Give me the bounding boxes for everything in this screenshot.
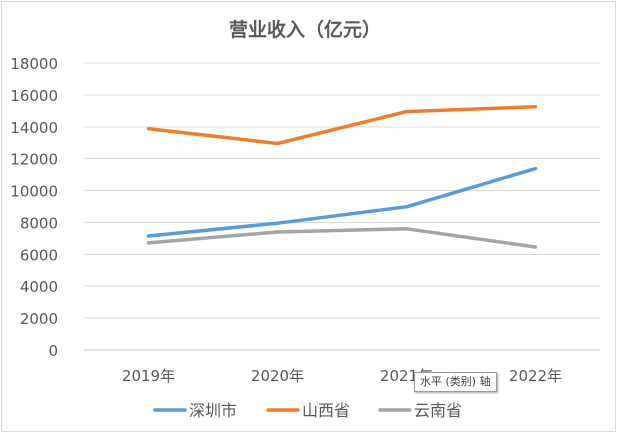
series-line-山西省[interactable] bbox=[146, 104, 538, 146]
y-tick-label: 4000 bbox=[20, 278, 58, 296]
x-tick-label: 2019年 bbox=[122, 367, 175, 385]
data-point bbox=[405, 205, 408, 209]
legend-label: 云南省 bbox=[414, 401, 462, 420]
legend[interactable]: 深圳市 山西省 云南省 bbox=[153, 401, 462, 420]
series-lines bbox=[146, 104, 538, 249]
data-point bbox=[405, 110, 408, 114]
data-point bbox=[534, 167, 537, 171]
y-tick-label: 12000 bbox=[10, 151, 58, 169]
y-axis-tick-labels: 0 2000 4000 6000 8000 10000 12000 14000 16000 180… bbox=[10, 55, 58, 360]
y-tick-label: 2000 bbox=[20, 310, 58, 328]
gridlines bbox=[84, 62, 600, 351]
data-point bbox=[534, 105, 537, 109]
series-line-云南省[interactable] bbox=[146, 227, 538, 249]
x-tick-label: 2022年 bbox=[509, 367, 562, 385]
x-tick-label: 2020年 bbox=[251, 367, 304, 385]
y-tick-label: 10000 bbox=[10, 183, 58, 201]
data-point bbox=[534, 245, 537, 249]
series-line-深圳市[interactable] bbox=[146, 166, 538, 238]
chart-title: 营业收入（亿元） bbox=[229, 18, 381, 41]
data-point bbox=[147, 127, 150, 131]
legend-label: 山西省 bbox=[302, 401, 350, 420]
data-point bbox=[405, 227, 408, 231]
y-tick-label: 16000 bbox=[10, 87, 58, 105]
axis-tooltip: 水平 (类别) 轴 bbox=[414, 372, 497, 392]
y-tick-label: 6000 bbox=[20, 246, 58, 264]
chart-border bbox=[1, 1, 616, 432]
data-point bbox=[276, 142, 279, 146]
data-point bbox=[147, 241, 150, 245]
legend-item[interactable]: 云南省 bbox=[378, 401, 462, 420]
legend-item[interactable]: 深圳市 bbox=[153, 401, 237, 420]
y-tick-label: 8000 bbox=[20, 214, 58, 232]
y-tick-label: 14000 bbox=[10, 119, 58, 137]
y-tick-label: 0 bbox=[48, 342, 58, 360]
data-point bbox=[147, 234, 150, 238]
data-point bbox=[276, 221, 279, 225]
legend-item[interactable]: 山西省 bbox=[266, 401, 350, 420]
y-tick-label: 18000 bbox=[10, 55, 58, 73]
legend-label: 深圳市 bbox=[189, 401, 237, 420]
data-point bbox=[276, 230, 279, 234]
